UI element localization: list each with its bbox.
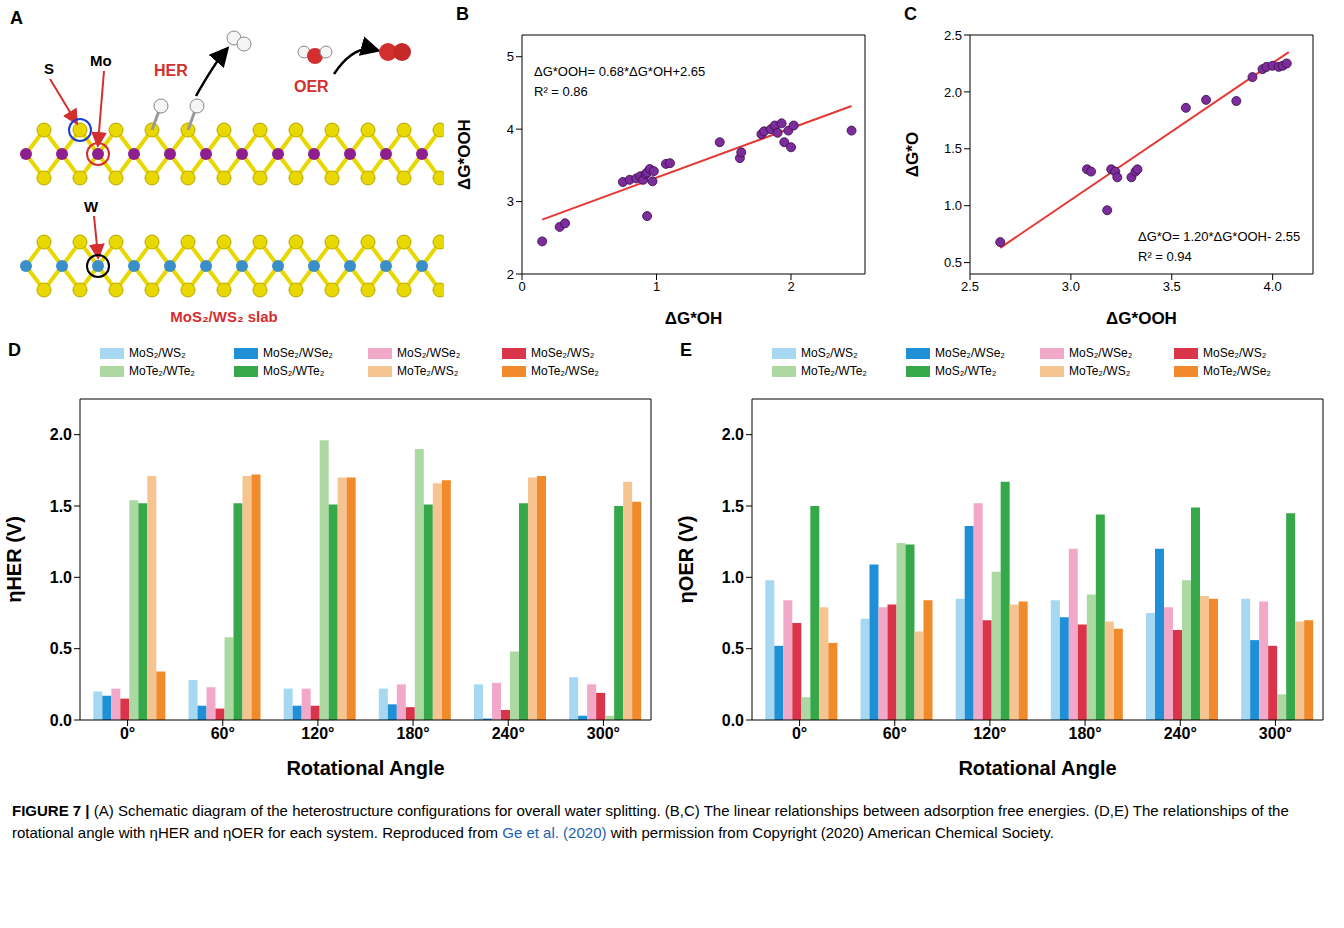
html-text:MoS₂/WSe₂: MoS₂/WSe₂	[397, 346, 461, 360]
svg-text:1.0: 1.0	[722, 569, 744, 586]
svg-text:Mo: Mo	[90, 52, 112, 69]
html-text:MoTe₂/WS₂: MoTe₂/WS₂	[1069, 364, 1131, 378]
html-text:MoS₂/WTe₂: MoS₂/WTe₂	[935, 364, 997, 378]
svg-text:0.5: 0.5	[722, 640, 744, 657]
svg-text:2: 2	[787, 279, 794, 294]
svg-text:4: 4	[507, 122, 514, 137]
svg-text:180°: 180°	[1069, 725, 1102, 742]
svg-text:Rotational Angle: Rotational Angle	[958, 757, 1116, 779]
html-text:R² = 0.94: R² = 0.94	[1138, 249, 1192, 264]
html-text:MoS₂/WS₂: MoS₂/WS₂	[801, 346, 858, 360]
svg-text:W: W	[84, 198, 99, 215]
svg-text:2.0: 2.0	[944, 85, 962, 100]
svg-text:2.5: 2.5	[944, 28, 962, 43]
html-text:B: B	[456, 4, 469, 24]
svg-text:1.0: 1.0	[944, 198, 962, 213]
html-text:MoSe₂/WSe₂: MoSe₂/WSe₂	[935, 346, 1005, 360]
svg-text:MoS₂/WS₂ slab: MoS₂/WS₂ slab	[170, 308, 278, 325]
svg-text:240°: 240°	[1164, 725, 1197, 742]
svg-text:ΔG*OOH: ΔG*OOH	[1106, 309, 1177, 328]
svg-text:ΔG*O: ΔG*O	[903, 132, 922, 177]
svg-text:1: 1	[653, 279, 660, 294]
svg-text:0.5: 0.5	[50, 640, 72, 657]
svg-text:60°: 60°	[883, 725, 907, 742]
html-text:MoSe₂/WSe₂: MoSe₂/WSe₂	[263, 346, 333, 360]
svg-text:2: 2	[507, 267, 514, 282]
html-text:MoTe₂/WSe₂: MoTe₂/WSe₂	[1203, 364, 1271, 378]
html-text:MoS₂/WSe₂: MoS₂/WSe₂	[1069, 346, 1133, 360]
html-text:FIGURE 7 | (A) Schematic diagr: FIGURE 7 | (A) Schematic diagram of the …	[12, 802, 1289, 841]
svg-text:4.0: 4.0	[1264, 279, 1282, 294]
svg-text:3.0: 3.0	[1062, 279, 1080, 294]
svg-text:S: S	[44, 60, 54, 77]
svg-text:0.0: 0.0	[50, 712, 72, 729]
svg-text:2.5: 2.5	[961, 279, 979, 294]
svg-text:0°: 0°	[120, 725, 135, 742]
svg-text:Rotational Angle: Rotational Angle	[286, 757, 444, 779]
html-text:D: D	[8, 340, 21, 360]
svg-text:300°: 300°	[587, 725, 620, 742]
html-text:E: E	[680, 340, 692, 360]
html-text:C: C	[904, 4, 917, 24]
svg-text:HER: HER	[154, 62, 188, 79]
html-text:R² = 0.86: R² = 0.86	[534, 84, 588, 99]
svg-text:ηHER (V): ηHER (V)	[3, 516, 25, 603]
svg-text:0°: 0°	[792, 725, 807, 742]
svg-text:180°: 180°	[397, 725, 430, 742]
html-text:MoTe₂/WSe₂: MoTe₂/WSe₂	[531, 364, 599, 378]
svg-text:120°: 120°	[973, 725, 1006, 742]
svg-text:5: 5	[507, 49, 514, 64]
html-text:MoSe₂/WS₂: MoSe₂/WS₂	[531, 346, 595, 360]
svg-text:0.5: 0.5	[944, 255, 962, 270]
svg-text:240°: 240°	[492, 725, 525, 742]
svg-text:2.0: 2.0	[50, 426, 72, 443]
html-text:MoS₂/WTe₂: MoS₂/WTe₂	[263, 364, 325, 378]
svg-text:A: A	[10, 8, 23, 28]
svg-text:0: 0	[518, 279, 525, 294]
svg-text:2.0: 2.0	[722, 426, 744, 443]
svg-text:1.0: 1.0	[50, 569, 72, 586]
svg-text:60°: 60°	[211, 725, 235, 742]
html-text:ΔG*O= 1.20*ΔG*OOH- 2.55: ΔG*O= 1.20*ΔG*OOH- 2.55	[1138, 229, 1301, 244]
html-text:MoS₂/WS₂: MoS₂/WS₂	[129, 346, 186, 360]
svg-text:300°: 300°	[1259, 725, 1292, 742]
svg-text:3.5: 3.5	[1163, 279, 1181, 294]
svg-text:1.5: 1.5	[944, 141, 962, 156]
svg-text:1.5: 1.5	[722, 498, 744, 515]
svg-text:ΔG*OH: ΔG*OH	[665, 309, 723, 328]
html-text:MoTe₂/WTe₂: MoTe₂/WTe₂	[801, 364, 867, 378]
html-text:MoTe₂/WTe₂: MoTe₂/WTe₂	[129, 364, 195, 378]
svg-text:3: 3	[507, 194, 514, 209]
html-text:MoTe₂/WS₂: MoTe₂/WS₂	[397, 364, 459, 378]
html-text:ΔG*OOH= 0.68*ΔG*OH+2.65: ΔG*OOH= 0.68*ΔG*OH+2.65	[534, 64, 706, 79]
svg-text:120°: 120°	[301, 725, 334, 742]
svg-text:OER: OER	[294, 78, 329, 95]
svg-text:ΔG*OOH: ΔG*OOH	[455, 119, 474, 190]
svg-text:ηOER (V): ηOER (V)	[675, 516, 697, 604]
html-text:MoSe₂/WS₂: MoSe₂/WS₂	[1203, 346, 1267, 360]
svg-text:0.0: 0.0	[722, 712, 744, 729]
svg-text:1.5: 1.5	[50, 498, 72, 515]
